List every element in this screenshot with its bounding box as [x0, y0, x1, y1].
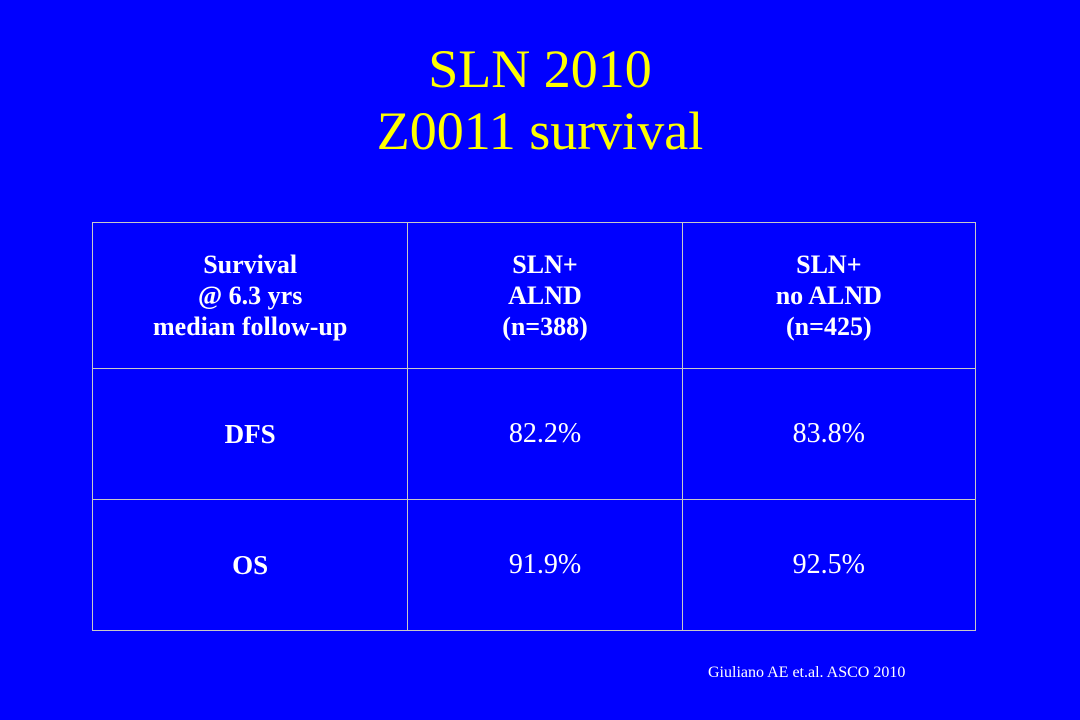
citation: Giuliano AE et.al. ASCO 2010	[708, 664, 906, 681]
header-cell-survival: Survival @ 6.3 yrs median follow-up	[91, 222, 409, 369]
header-line: no ALND	[775, 281, 882, 310]
header-line: median follow-up	[153, 312, 348, 341]
header-line: @ 6.3 yrs	[198, 281, 303, 310]
cell-os-no-alnd: 92.5%	[681, 499, 977, 631]
survival-table: Survival @ 6.3 yrs median follow-up SLN+…	[91, 222, 977, 631]
table-row-dfs: DFS 82.2% 83.8%	[91, 368, 977, 500]
title-line-1: SLN 2010	[428, 39, 652, 99]
cell-dfs-no-alnd: 83.8%	[681, 368, 977, 500]
header-cell-alnd: SLN+ ALND (n=388)	[407, 222, 683, 369]
title-line-2: Z0011 survival	[376, 101, 704, 161]
header-line: (n=425)	[786, 312, 872, 341]
cell-os-alnd: 91.9%	[407, 499, 683, 631]
cell-dfs-alnd: 82.2%	[407, 368, 683, 500]
header-line: ALND	[508, 281, 582, 310]
header-line: Survival	[203, 250, 298, 279]
header-line: SLN+	[796, 250, 862, 279]
header-line: SLN+	[512, 250, 578, 279]
table-row-os: OS 91.9% 92.5%	[91, 499, 977, 631]
header-line: (n=388)	[502, 312, 588, 341]
header-cell-no-alnd: SLN+ no ALND (n=425)	[681, 222, 977, 369]
row-label-dfs: DFS	[91, 368, 409, 500]
row-label-os: OS	[91, 499, 409, 631]
table-header-row: Survival @ 6.3 yrs median follow-up SLN+…	[91, 222, 977, 369]
slide-title: SLN 2010 Z0011 survival	[0, 38, 1080, 162]
